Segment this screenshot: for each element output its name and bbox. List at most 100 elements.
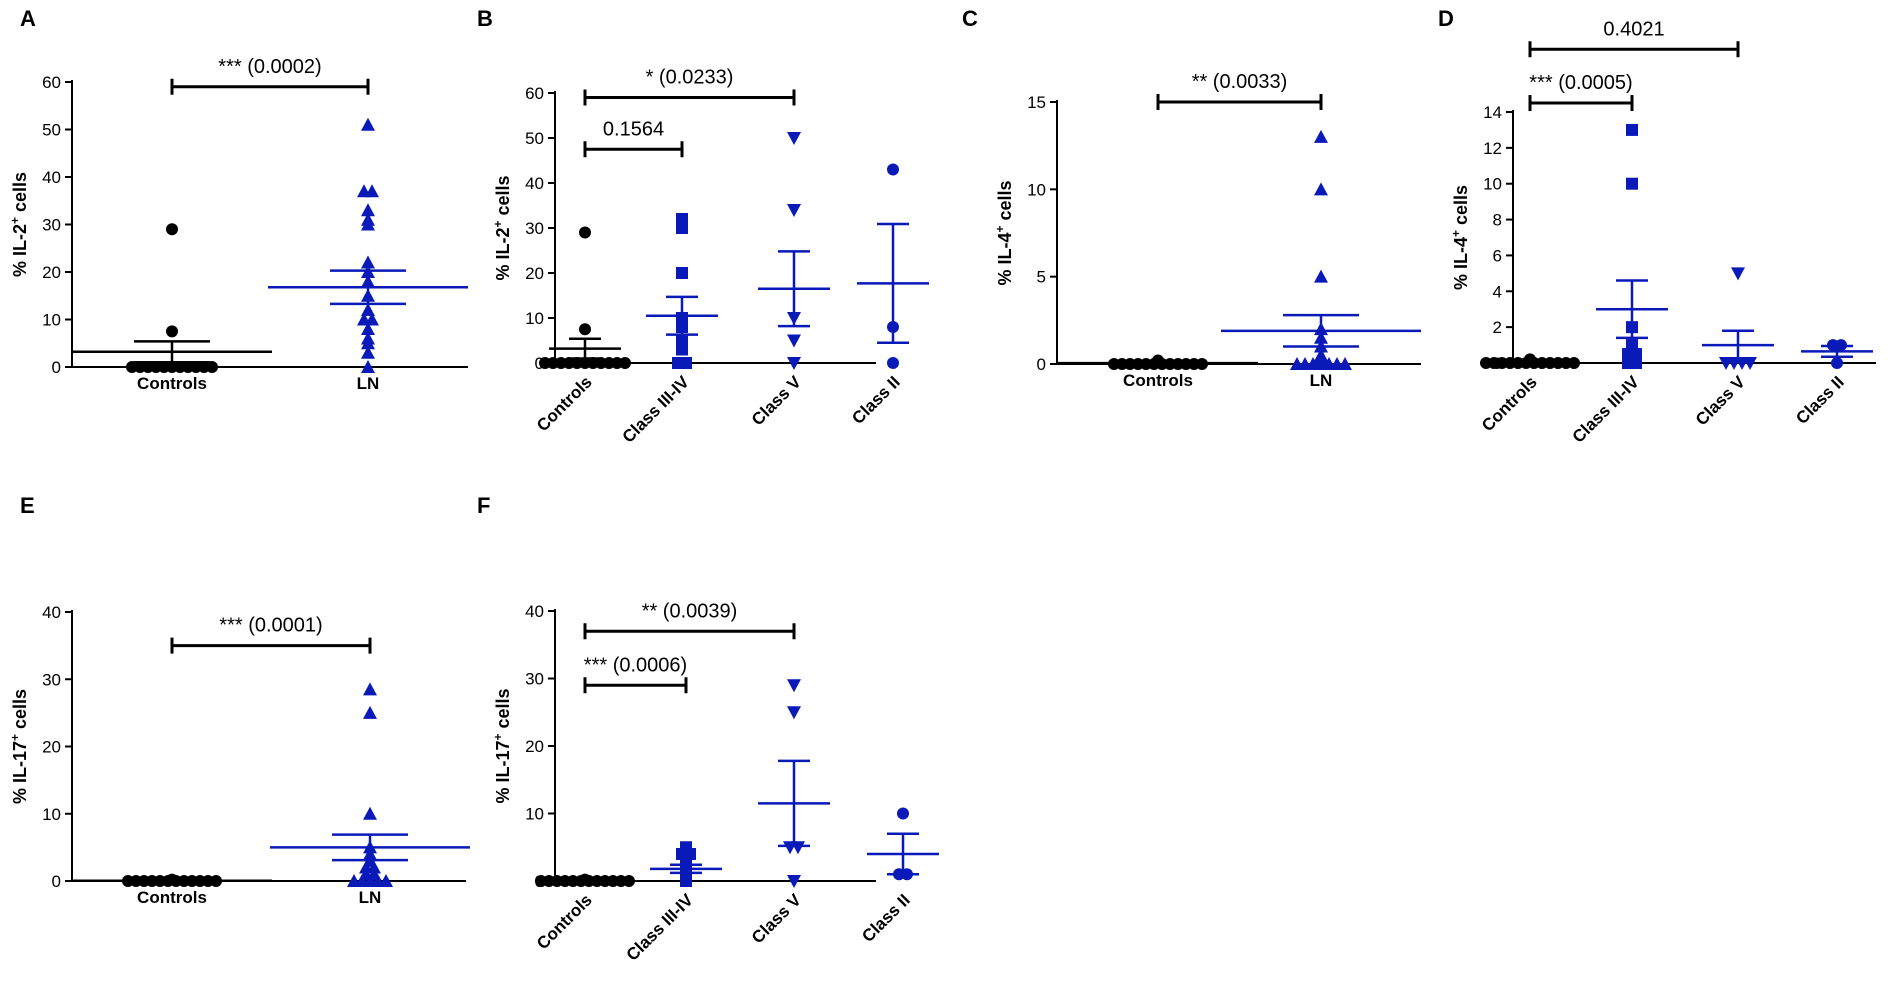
panel-e: E 0 10 20 30 40 % IL-17+ cells Controls LN *** (0…: [8, 493, 470, 907]
series-class-v: [758, 679, 830, 888]
y-axis-title-suffix: cells: [493, 688, 513, 733]
data-point: [676, 334, 688, 347]
panel-letter: E: [20, 493, 35, 518]
y-axis-title-sup: +: [491, 221, 505, 228]
series-controls: [1480, 353, 1580, 369]
y-tick-label: 20: [42, 263, 61, 282]
data-point: [887, 357, 899, 369]
x-category-label: Controls: [137, 888, 207, 907]
y-axis-title: % IL-17+ cells: [491, 688, 513, 803]
x-category-label: Class III-IV: [619, 372, 694, 447]
series-controls: [535, 873, 635, 887]
data-point: [361, 255, 375, 269]
significance-label: *** (0.0001): [219, 615, 322, 637]
data-point: [887, 163, 899, 176]
panel-letter: C: [962, 6, 978, 31]
x-category-label: Controls: [533, 890, 596, 953]
series-class-iii-iv: [1596, 123, 1668, 369]
y-tick-label: 40: [42, 168, 61, 187]
data-point: [363, 806, 377, 820]
series-class-iii-iv: [646, 213, 718, 369]
data-point: [787, 357, 801, 370]
x-category-label: Class II: [848, 372, 904, 428]
y-tick-label: 20: [525, 737, 544, 756]
data-point: [365, 184, 379, 198]
data-point: [1568, 357, 1580, 369]
y-tick-label: 40: [42, 603, 61, 622]
y-axis-title: % IL-4+ cells: [993, 180, 1015, 285]
y-tick-label: 40: [525, 174, 544, 193]
x-category-label: Class II: [858, 890, 914, 946]
y-axis-title-main: % IL-4: [1451, 237, 1471, 290]
y-tick-label: 6: [1493, 246, 1502, 265]
y-axis-title-sup: +: [8, 217, 22, 224]
y-tick-label: 20: [525, 264, 544, 283]
x-category-label: Class V: [1692, 372, 1749, 429]
x-category-label: Class II: [1792, 372, 1848, 428]
y-axis-title-sup: +: [993, 226, 1007, 233]
series-ln: [268, 117, 468, 373]
y-tick-label: 15: [1027, 93, 1046, 112]
series-controls: [1058, 354, 1258, 370]
significance-label: *** (0.0005): [1529, 72, 1632, 94]
y-tick-label: 14: [1483, 103, 1502, 122]
panel-letter: B: [477, 6, 493, 31]
significance-label: *** (0.0002): [218, 56, 321, 78]
significance-label: ** (0.0033): [1192, 71, 1288, 93]
data-point: [1831, 357, 1843, 369]
data-point: [579, 226, 591, 239]
y-tick-label: 0: [1037, 355, 1046, 374]
data-point: [619, 357, 631, 369]
y-axis-title: % IL-2+ cells: [8, 172, 30, 277]
x-category-label: LN: [359, 888, 382, 907]
y-axis-title-suffix: cells: [995, 180, 1015, 225]
significance-label: *** (0.0006): [584, 654, 687, 676]
data-point: [367, 867, 381, 881]
series-controls: [72, 873, 272, 887]
data-point: [680, 841, 692, 854]
y-tick-label: 8: [1493, 211, 1502, 230]
y-tick-label: 2: [1493, 318, 1502, 337]
data-point: [787, 334, 801, 348]
series-class-iii-iv: [650, 841, 722, 887]
y-tick-label: 5: [1037, 268, 1046, 287]
x-category-label: LN: [357, 374, 380, 393]
y-axis-title-sup: +: [8, 734, 22, 741]
y-axis-title-suffix: cells: [10, 172, 30, 217]
data-point: [1314, 348, 1328, 362]
significance-label: 0.1564: [603, 118, 664, 140]
y-axis-title-main: % IL-2: [10, 224, 30, 277]
series-class-v: [758, 132, 830, 370]
significance-label: * (0.0233): [646, 67, 734, 89]
panel-letter: D: [1438, 6, 1454, 31]
data-point: [361, 203, 375, 217]
data-point: [1314, 129, 1328, 143]
x-category-label: Class III-IV: [623, 890, 698, 965]
data-point: [361, 212, 375, 226]
y-tick-label: 30: [525, 219, 544, 238]
x-category-label: Class V: [748, 372, 805, 429]
y-axis-title-sup: +: [1449, 230, 1463, 237]
data-point: [1314, 182, 1328, 196]
data-point: [365, 312, 379, 326]
significance-label: 0.4021: [1603, 18, 1664, 40]
y-tick-label: 20: [42, 738, 61, 757]
y-axis-title-main: % IL-2: [493, 228, 513, 281]
data-point: [787, 706, 801, 720]
data-point: [367, 860, 381, 874]
y-tick-label: 30: [42, 216, 61, 235]
y-tick-label: 10: [525, 805, 544, 824]
panel-b: B0102030405060% IL-2+ cellsControlsClass…: [477, 6, 929, 447]
data-point: [379, 874, 393, 887]
y-tick-label: 10: [42, 311, 61, 330]
y-tick-label: 10: [525, 309, 544, 328]
data-point: [166, 223, 178, 236]
y-tick-label: 50: [525, 129, 544, 148]
panel-c: C 0 5 10 15 % IL-4+ cells Controls LN ** (0.0033…: [962, 6, 1421, 390]
data-point: [1314, 269, 1328, 283]
series-controls: [72, 223, 272, 373]
data-point: [361, 117, 375, 131]
